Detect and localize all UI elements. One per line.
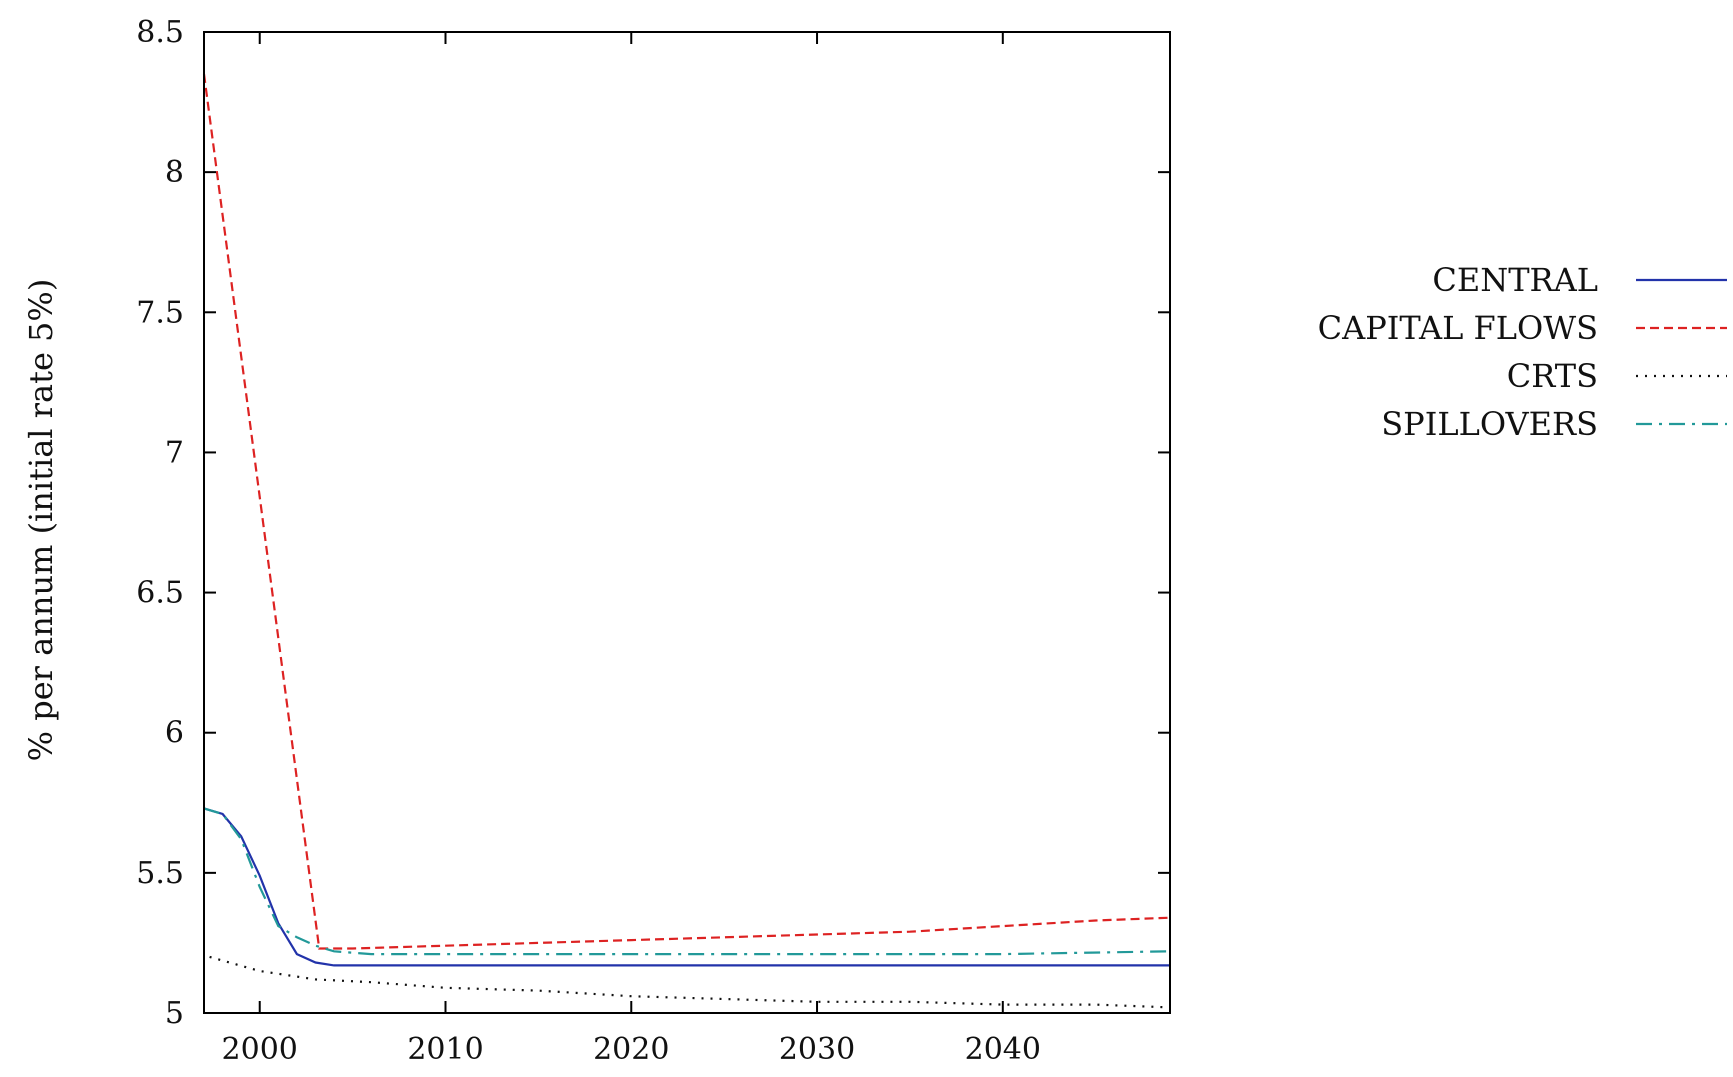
legend-label-capital-flows: CAPITAL FLOWS	[1318, 309, 1598, 347]
y-tick-label: 6.5	[136, 576, 184, 611]
y-tick-label: 5	[165, 996, 184, 1031]
y-tick-label: 8.5	[136, 15, 184, 50]
legend-label-central: CENTRAL	[1432, 261, 1598, 299]
series-layer	[202, 73, 1171, 1009]
series-line-crts	[209, 955, 1171, 1009]
x-tick-label: 2030	[779, 1032, 855, 1067]
plot-frame	[203, 31, 1171, 1014]
ticks-layer: 2000 2010 2020 2030 2040 5 5.5 6 6.5 7 7.5 8 8.5	[136, 15, 1170, 1067]
x-tick-label: 2020	[593, 1032, 669, 1067]
legend: CENTRAL CAPITAL FLOWS CRTS SPILLOVERS	[1318, 261, 1727, 443]
series-line-capital-flows	[202, 73, 1171, 950]
legend-label-spillovers: SPILLOVERS	[1381, 405, 1598, 443]
series-line-central	[203, 807, 1170, 967]
legend-label-crts: CRTS	[1507, 357, 1598, 395]
x-tick-label: 2040	[965, 1032, 1041, 1067]
y-tick-label: 7	[165, 435, 184, 470]
y-tick-label: 6	[165, 716, 184, 751]
x-tick-label: 2010	[407, 1032, 483, 1067]
series-line-spillovers	[203, 807, 1171, 956]
y-axis-title: % per annum (initial rate 5%)	[22, 279, 60, 762]
y-tick-label: 7.5	[136, 295, 184, 330]
y-tick-label: 5.5	[136, 856, 184, 891]
x-tick-label: 2000	[222, 1032, 298, 1067]
y-tick-label: 8	[165, 155, 184, 190]
